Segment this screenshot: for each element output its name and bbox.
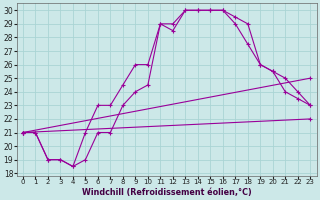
X-axis label: Windchill (Refroidissement éolien,°C): Windchill (Refroidissement éolien,°C) — [82, 188, 252, 197]
